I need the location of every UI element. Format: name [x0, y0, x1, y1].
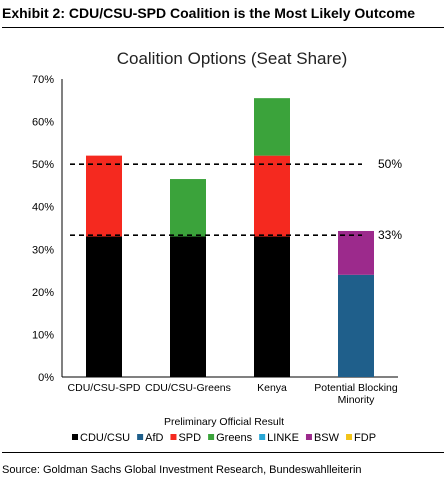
- bar-segment-greens: [170, 179, 206, 237]
- legend-swatch: [137, 434, 144, 440]
- legend-label: SPD: [178, 432, 201, 444]
- legend-swatch: [346, 434, 353, 440]
- x-tick-label: Kenya: [257, 382, 287, 394]
- legend-label: FDP: [354, 432, 376, 444]
- x-tick-label: Potential Blocking: [314, 382, 398, 394]
- x-tick-label: CDU/CSU-SPD: [68, 382, 141, 394]
- bar-segment-cdu-csu: [86, 236, 122, 377]
- bar-segment-afd: [338, 274, 374, 377]
- chart-title: Coalition Options (Seat Share): [117, 49, 348, 68]
- legend-label: CDU/CSU: [80, 432, 130, 444]
- x-axis-label: Preliminary Official Result: [164, 416, 284, 428]
- x-tick-label: CDU/CSU-Greens: [145, 382, 231, 394]
- legend-swatch: [208, 434, 215, 440]
- legend-label: BSW: [314, 432, 340, 444]
- legend-swatch: [72, 434, 78, 440]
- y-tick-label: 0%: [38, 372, 54, 384]
- bar-segment-spd: [86, 155, 122, 237]
- bar-segment-cdu-csu: [254, 236, 290, 377]
- reference-line-label: 33%: [378, 228, 402, 242]
- reference-line-label: 50%: [378, 157, 402, 171]
- y-tick-label: 10%: [32, 329, 54, 341]
- bar-segment-bsw: [338, 230, 374, 275]
- y-tick-label: 60%: [32, 117, 54, 129]
- legend-label: LINKE: [267, 432, 299, 444]
- bar-segment-spd: [254, 155, 290, 237]
- exhibit-title: Exhibit 2: CDU/CSU-SPD Coalition is the …: [2, 5, 416, 21]
- y-tick-label: 20%: [32, 287, 54, 299]
- coalition-chart: Coalition Options (Seat Share) 0% 10% 20% 30…: [32, 49, 402, 444]
- x-tick-label: Minority: [338, 394, 376, 406]
- bar-segment-greens: [254, 98, 290, 156]
- bar-segment-cdu-csu: [170, 236, 206, 377]
- title-rule: [2, 27, 444, 28]
- y-tick-label: 50%: [32, 159, 54, 171]
- legend-label: AfD: [145, 432, 163, 444]
- legend-swatch: [170, 434, 177, 440]
- legend-label: Greens: [216, 432, 253, 444]
- y-tick-label: 30%: [32, 244, 54, 256]
- source-note: Source: Goldman Sachs Global Investment …: [2, 464, 362, 476]
- y-tick-label: 70%: [32, 74, 54, 86]
- legend-swatch: [259, 434, 266, 440]
- y-tick-label: 40%: [32, 202, 54, 214]
- legend-swatch: [305, 434, 312, 440]
- source-rule: [2, 452, 444, 453]
